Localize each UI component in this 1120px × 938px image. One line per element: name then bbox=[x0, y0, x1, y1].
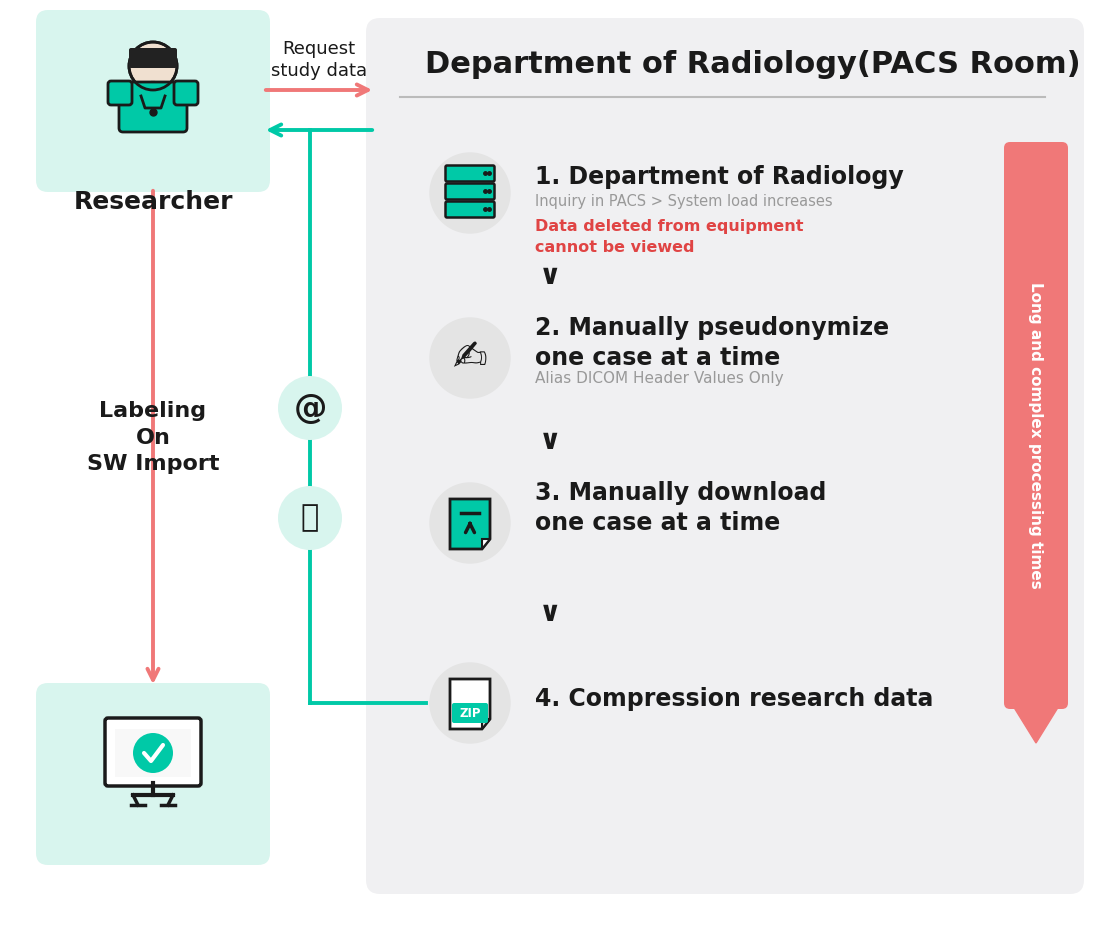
Circle shape bbox=[278, 376, 342, 440]
Polygon shape bbox=[482, 719, 491, 729]
FancyBboxPatch shape bbox=[115, 729, 192, 777]
Text: Data deleted from equipment
cannot be viewed: Data deleted from equipment cannot be vi… bbox=[535, 219, 803, 255]
Text: @: @ bbox=[293, 391, 327, 425]
FancyBboxPatch shape bbox=[446, 202, 495, 218]
FancyBboxPatch shape bbox=[174, 81, 198, 105]
Polygon shape bbox=[450, 499, 491, 549]
Text: Inquiry in PACS > System load increases: Inquiry in PACS > System load increases bbox=[535, 193, 832, 208]
Text: Alias DICOM Header Values Only: Alias DICOM Header Values Only bbox=[535, 371, 784, 386]
FancyBboxPatch shape bbox=[446, 184, 495, 200]
Circle shape bbox=[129, 42, 177, 90]
Text: 1. Department of Radiology: 1. Department of Radiology bbox=[535, 165, 904, 189]
Polygon shape bbox=[450, 679, 491, 729]
Circle shape bbox=[430, 663, 510, 743]
Text: Researcher: Researcher bbox=[73, 190, 233, 214]
Circle shape bbox=[430, 153, 510, 233]
Text: ✍: ✍ bbox=[452, 337, 487, 379]
Text: Long and complex processing times: Long and complex processing times bbox=[1028, 282, 1044, 589]
FancyBboxPatch shape bbox=[108, 81, 132, 105]
FancyBboxPatch shape bbox=[119, 82, 187, 132]
FancyBboxPatch shape bbox=[36, 683, 270, 865]
Text: ⏻: ⏻ bbox=[301, 504, 319, 533]
Circle shape bbox=[133, 733, 172, 773]
Polygon shape bbox=[1010, 701, 1062, 743]
Text: Labeling
On
SW Import: Labeling On SW Import bbox=[86, 401, 220, 474]
FancyBboxPatch shape bbox=[366, 18, 1084, 894]
Text: ZIP: ZIP bbox=[459, 706, 480, 719]
Text: ∨: ∨ bbox=[539, 427, 561, 455]
Circle shape bbox=[278, 486, 342, 550]
Text: 4. Compression research data: 4. Compression research data bbox=[535, 687, 933, 711]
FancyBboxPatch shape bbox=[452, 703, 488, 723]
FancyBboxPatch shape bbox=[446, 165, 495, 181]
Circle shape bbox=[430, 318, 510, 398]
FancyBboxPatch shape bbox=[36, 10, 270, 192]
FancyBboxPatch shape bbox=[105, 718, 200, 786]
Text: ∨: ∨ bbox=[539, 262, 561, 290]
FancyBboxPatch shape bbox=[129, 48, 177, 68]
Text: 3. Manually download
one case at a time: 3. Manually download one case at a time bbox=[535, 481, 827, 535]
Circle shape bbox=[430, 483, 510, 563]
Text: 2. Manually pseudonymize
one case at a time: 2. Manually pseudonymize one case at a t… bbox=[535, 316, 889, 370]
Text: Request
study data: Request study data bbox=[271, 40, 367, 80]
FancyBboxPatch shape bbox=[1004, 142, 1068, 709]
Text: Department of Radiology(PACS Room): Department of Radiology(PACS Room) bbox=[424, 50, 1081, 79]
Text: ∨: ∨ bbox=[539, 599, 561, 627]
Polygon shape bbox=[482, 539, 491, 549]
